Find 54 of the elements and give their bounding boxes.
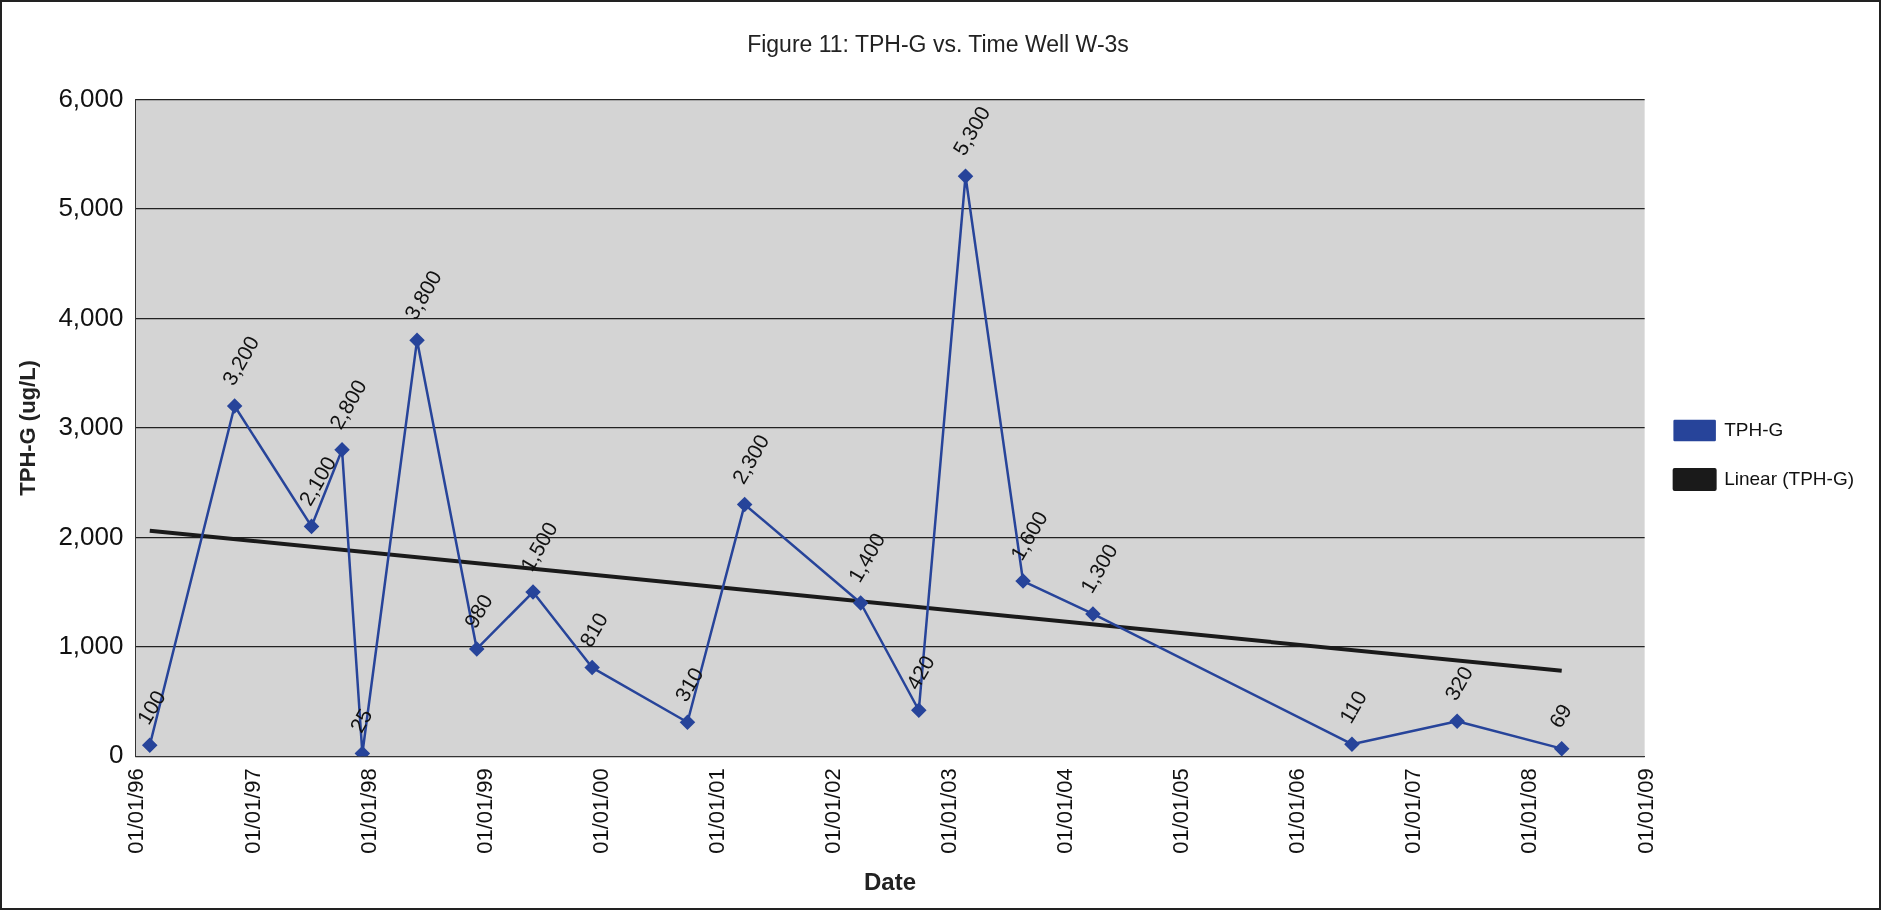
x-axis-title: Date xyxy=(864,868,917,896)
point xyxy=(1344,736,1360,752)
x-tick-label: 01/01/06 xyxy=(1284,768,1310,854)
y-tick-label: 5,000 xyxy=(58,192,124,223)
y-axis-title: TPH-G (ug/L) xyxy=(15,360,41,496)
chart-title: Figure 11: TPH-G vs. Time Well W-3s xyxy=(747,31,1129,58)
point xyxy=(227,398,242,414)
point xyxy=(142,738,158,753)
data-label: 420 xyxy=(901,651,939,694)
x-tick-label: 01/01/01 xyxy=(704,768,730,854)
data-label: 810 xyxy=(574,608,613,651)
x-tick-label: 01/01/05 xyxy=(1168,768,1194,854)
point xyxy=(1015,573,1031,589)
legend-label: Linear (TPH-G) xyxy=(1724,467,1854,489)
y-tick-label: 3,000 xyxy=(58,411,124,442)
point xyxy=(1449,713,1465,729)
point xyxy=(680,715,695,730)
point xyxy=(853,595,868,611)
data-label: 100 xyxy=(132,686,170,729)
x-tick-label: 01/01/98 xyxy=(355,768,381,854)
point xyxy=(469,641,485,657)
point xyxy=(1085,606,1101,622)
x-tick-label: 01/01/99 xyxy=(471,768,497,854)
y-tick-label: 0 xyxy=(108,739,124,770)
x-tick-label: 01/01/02 xyxy=(820,768,846,854)
x-tick-label: 01/01/07 xyxy=(1400,768,1426,854)
data-label: 310 xyxy=(670,663,708,706)
y-tick-label: 4,000 xyxy=(58,301,124,332)
point xyxy=(304,519,319,534)
data-label: 980 xyxy=(459,590,497,632)
point xyxy=(525,584,541,600)
x-tick-label: 01/01/08 xyxy=(1516,768,1542,854)
x-tick-label: 01/01/00 xyxy=(587,768,613,854)
point xyxy=(584,660,600,675)
data-label: 110 xyxy=(1334,686,1372,728)
x-tick-label: 01/01/96 xyxy=(123,768,149,854)
point xyxy=(1554,741,1569,756)
point xyxy=(958,168,973,184)
y-tick-label: 1,000 xyxy=(58,629,124,660)
point xyxy=(911,702,927,718)
point xyxy=(334,442,350,458)
point xyxy=(409,333,425,348)
data-label: 69 xyxy=(1544,699,1576,732)
data-label: 25 xyxy=(344,704,377,737)
x-tick-label: 01/01/09 xyxy=(1632,768,1658,854)
y-tick-label: 2,000 xyxy=(58,520,124,551)
y-tick-label: 6,000 xyxy=(58,82,124,113)
legend-label: TPH-G xyxy=(1724,418,1784,440)
point xyxy=(737,497,752,512)
data-label: 320 xyxy=(1439,662,1478,705)
x-tick-label: 01/01/04 xyxy=(1052,768,1078,854)
x-tick-label: 01/01/03 xyxy=(936,768,962,854)
x-tick-label: 01/01/97 xyxy=(239,768,265,854)
point xyxy=(355,746,370,757)
